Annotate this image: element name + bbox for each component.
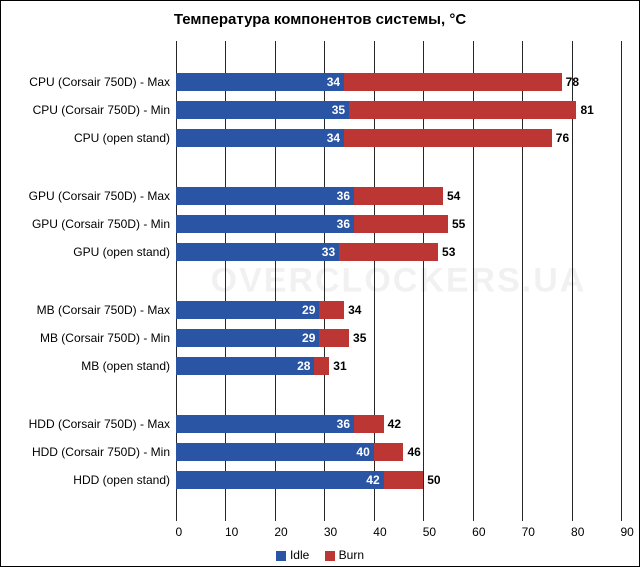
x-tick-label: 70 (522, 521, 523, 539)
bar-burn (354, 187, 443, 205)
bar-idle (176, 243, 339, 261)
x-tick-label: 90 (621, 521, 622, 539)
x-tick-label: 50 (423, 521, 424, 539)
swatch-burn (325, 551, 335, 561)
bar-row: CPU (Corsair 750D) - Min3581 (176, 101, 621, 119)
legend-label-burn: Burn (339, 548, 364, 562)
x-tick-label: 20 (274, 521, 275, 539)
x-tick-label: 30 (324, 521, 325, 539)
y-label: GPU (Corsair 750D) - Max (29, 187, 176, 205)
bar-value-idle: 34 (323, 73, 344, 91)
y-label: HDD (open stand) (73, 471, 176, 489)
legend-item-idle: Idle (276, 548, 309, 562)
bar-burn (319, 301, 344, 319)
bar-value-idle: 34 (323, 129, 344, 147)
bar-row: MB (Corsair 750D) - Max2934 (176, 301, 621, 319)
x-tick-label: 40 (373, 521, 374, 539)
bar-burn (354, 415, 384, 433)
bar-value-idle: 40 (352, 443, 373, 461)
bar-row: MB (open stand)2831 (176, 357, 621, 375)
bar-value-burn: 35 (349, 329, 370, 347)
y-label: HDD (Corsair 750D) - Max (29, 415, 176, 433)
bar-row: GPU (open stand)3353 (176, 243, 621, 261)
bar-burn (384, 471, 424, 489)
x-tick-label: 10 (225, 521, 226, 539)
bar-value-idle: 28 (293, 357, 314, 375)
bar-row: CPU (open stand)3476 (176, 129, 621, 147)
bar-idle (176, 129, 344, 147)
bar-row: HDD (open stand)4250 (176, 471, 621, 489)
bar-idle (176, 215, 354, 233)
bar-idle (176, 415, 354, 433)
bar-value-idle: 36 (333, 187, 354, 205)
bar-value-idle: 36 (333, 415, 354, 433)
bar-value-burn: 54 (443, 187, 464, 205)
bar-row: GPU (Corsair 750D) - Max3654 (176, 187, 621, 205)
bar-idle (176, 101, 349, 119)
bar-value-burn: 46 (403, 443, 424, 461)
y-label: HDD (Corsair 750D) - Min (32, 443, 176, 461)
bar-value-idle: 29 (298, 329, 319, 347)
plot-area: OVERCLOCKERS.UA 0102030405060708090CPU (… (176, 41, 621, 521)
bar-burn (374, 443, 404, 461)
bar-row: MB (Corsair 750D) - Min2935 (176, 329, 621, 347)
bar-value-burn: 76 (552, 129, 573, 147)
bar-row: HDD (Corsair 750D) - Max3642 (176, 415, 621, 433)
x-tick-label: 80 (571, 521, 572, 539)
bar-value-idle: 36 (333, 215, 354, 233)
bar-burn (344, 129, 552, 147)
legend-label-idle: Idle (290, 548, 309, 562)
bar-burn (339, 243, 438, 261)
bar-value-burn: 81 (577, 101, 598, 119)
y-label: CPU (open stand) (74, 129, 176, 147)
x-tick-label: 60 (472, 521, 473, 539)
y-label: CPU (Corsair 750D) - Max (29, 73, 176, 91)
bar-value-idle: 35 (328, 101, 349, 119)
bar-burn (344, 73, 562, 91)
y-label: MB (open stand) (81, 357, 176, 375)
bar-row: HDD (Corsair 750D) - Min4046 (176, 443, 621, 461)
bar-idle (176, 187, 354, 205)
bar-value-burn: 78 (562, 73, 583, 91)
bar-burn (349, 101, 576, 119)
bar-value-idle: 33 (318, 243, 339, 261)
chart-container: Температура компонентов системы, °C OVER… (0, 0, 640, 567)
bar-value-burn: 53 (438, 243, 459, 261)
bar-value-burn: 34 (344, 301, 365, 319)
y-label: CPU (Corsair 750D) - Min (33, 101, 176, 119)
x-tick-label: 0 (176, 521, 177, 539)
y-label: GPU (open stand) (73, 243, 176, 261)
y-label: MB (Corsair 750D) - Max (37, 301, 176, 319)
bar-value-idle: 42 (362, 471, 383, 489)
y-label: GPU (Corsair 750D) - Min (32, 215, 176, 233)
bar-row: CPU (Corsair 750D) - Max3478 (176, 73, 621, 91)
bar-burn (319, 329, 349, 347)
swatch-idle (276, 551, 286, 561)
bar-idle (176, 73, 344, 91)
bar-value-burn: 50 (423, 471, 444, 489)
chart-title: Температура компонентов системы, °C (1, 1, 639, 28)
y-label: MB (Corsair 750D) - Min (40, 329, 176, 347)
bar-idle (176, 443, 374, 461)
bar-burn (314, 357, 329, 375)
legend: Idle Burn (1, 548, 639, 562)
bar-value-burn: 55 (448, 215, 469, 233)
bar-value-idle: 29 (298, 301, 319, 319)
watermark: OVERCLOCKERS.UA (211, 262, 587, 301)
bar-burn (354, 215, 448, 233)
bar-idle (176, 471, 384, 489)
legend-item-burn: Burn (325, 548, 364, 562)
bar-value-burn: 31 (329, 357, 350, 375)
bar-row: GPU (Corsair 750D) - Min3655 (176, 215, 621, 233)
gridline (621, 41, 622, 521)
bar-value-burn: 42 (384, 415, 405, 433)
